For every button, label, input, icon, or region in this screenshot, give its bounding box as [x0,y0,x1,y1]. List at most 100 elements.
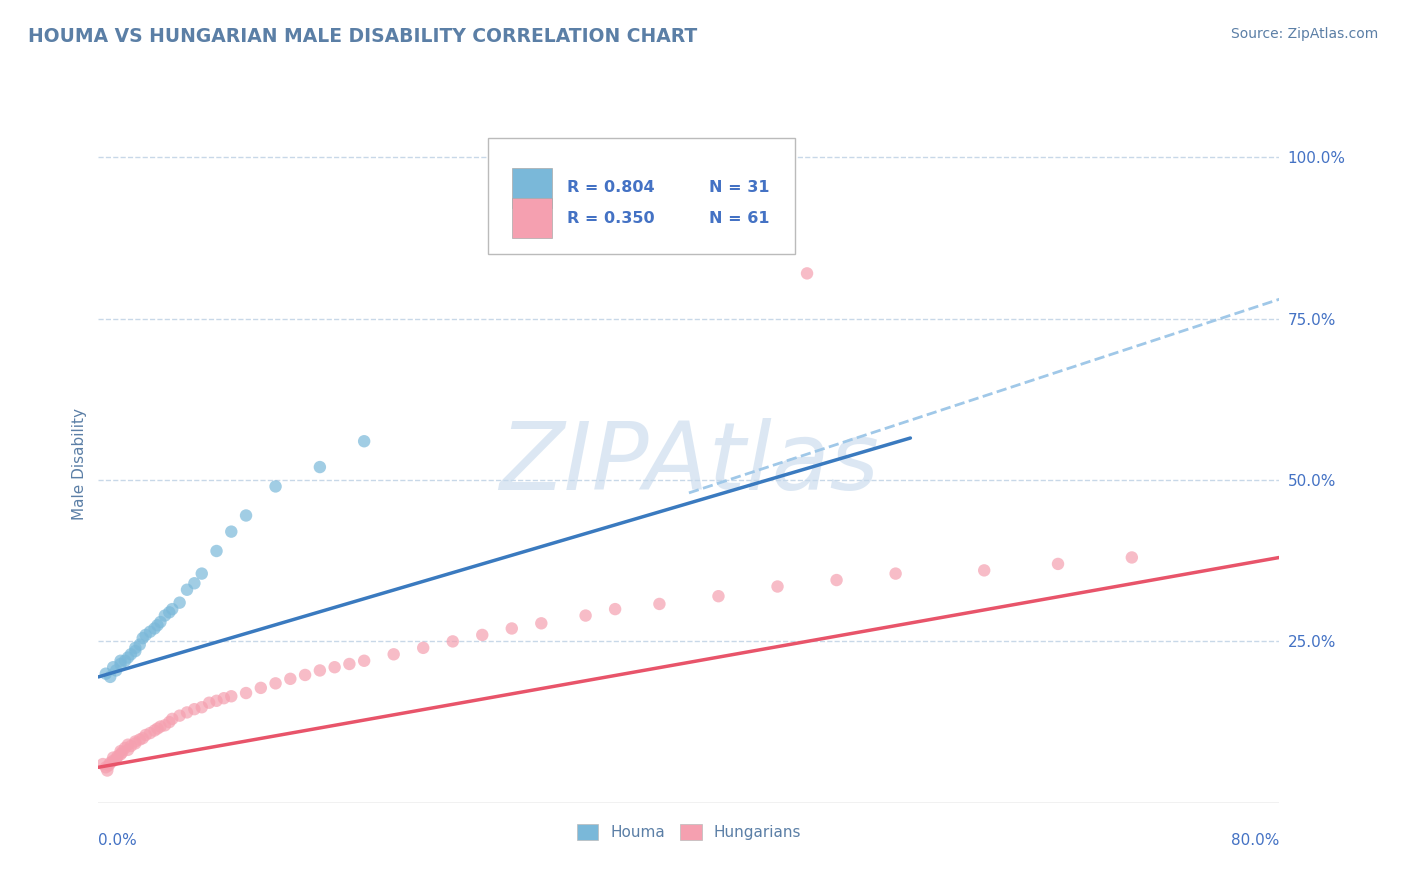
Point [103,754,125,768]
Point [124,640,146,655]
Point [183,702,205,716]
Point [149,720,172,734]
Point [1121,550,1143,565]
Point [132,631,155,645]
Point [135,628,157,642]
FancyBboxPatch shape [488,138,796,253]
Point [157,605,180,619]
Point [309,460,332,475]
Text: 0.0%: 0.0% [98,833,138,848]
Point [707,589,730,603]
Point [191,700,214,714]
Point [471,628,494,642]
Point [153,718,176,732]
Point [235,686,257,700]
Point [162,712,183,726]
Point [107,749,129,764]
Point [501,622,523,636]
Point [205,544,228,558]
Point [441,634,464,648]
Point [110,654,132,668]
Point [169,708,191,723]
Point [117,650,139,665]
Point [198,696,221,710]
Point [825,573,848,587]
Point [264,479,287,493]
Point [162,602,183,616]
Point [157,715,180,730]
Point [143,622,166,636]
Point [97,758,120,772]
Point [294,668,316,682]
Point [796,266,818,280]
FancyBboxPatch shape [512,198,553,238]
Point [235,508,257,523]
Point [605,602,627,616]
Text: R = 0.350: R = 0.350 [567,211,655,226]
Point [103,750,125,764]
Point [191,566,214,581]
Point [353,654,375,668]
Point [264,676,287,690]
Point [135,728,157,742]
Point [323,660,346,674]
Point [1046,557,1069,571]
Text: Source: ZipAtlas.com: Source: ZipAtlas.com [1230,27,1378,41]
Point [124,736,146,750]
Text: 80.0%: 80.0% [1232,833,1279,848]
Point [219,690,242,704]
Point [153,608,176,623]
Point [105,664,128,678]
Point [143,723,166,738]
Point [412,640,434,655]
Point [884,566,907,581]
Point [139,624,162,639]
Point [176,582,198,597]
Point [124,644,146,658]
Legend: Houma, Hungarians: Houma, Hungarians [571,818,807,846]
Point [278,672,302,686]
Point [98,670,121,684]
Point [124,734,146,748]
Point [128,638,150,652]
Point [973,563,995,577]
Point [183,576,205,591]
Point [382,648,405,662]
Text: N = 61: N = 61 [709,211,769,226]
Point [169,596,191,610]
Text: R = 0.804: R = 0.804 [567,180,655,195]
Point [219,524,242,539]
Point [114,740,136,755]
Point [648,597,671,611]
Point [205,694,228,708]
Point [339,657,360,671]
Point [103,660,125,674]
Point [94,760,117,774]
Point [114,654,136,668]
Point [139,726,162,740]
Point [132,731,155,746]
Point [250,681,273,695]
Text: HOUMA VS HUNGARIAN MALE DISABILITY CORRELATION CHART: HOUMA VS HUNGARIAN MALE DISABILITY CORRE… [28,27,697,45]
Point [146,618,169,632]
Text: ZIPAtlas: ZIPAtlas [499,418,879,509]
Point [117,743,139,757]
Point [117,738,139,752]
Point [110,744,132,758]
Point [120,648,142,662]
Point [530,616,553,631]
Point [105,752,128,766]
Point [96,764,118,778]
Y-axis label: Male Disability: Male Disability [72,408,87,520]
FancyBboxPatch shape [512,168,553,208]
Point [94,666,117,681]
Point [98,756,121,770]
Point [128,732,150,747]
Point [766,580,789,594]
Point [353,434,375,449]
Point [212,691,235,706]
Point [574,608,596,623]
Point [146,722,169,736]
Text: N = 31: N = 31 [709,180,769,195]
Point [149,615,172,629]
